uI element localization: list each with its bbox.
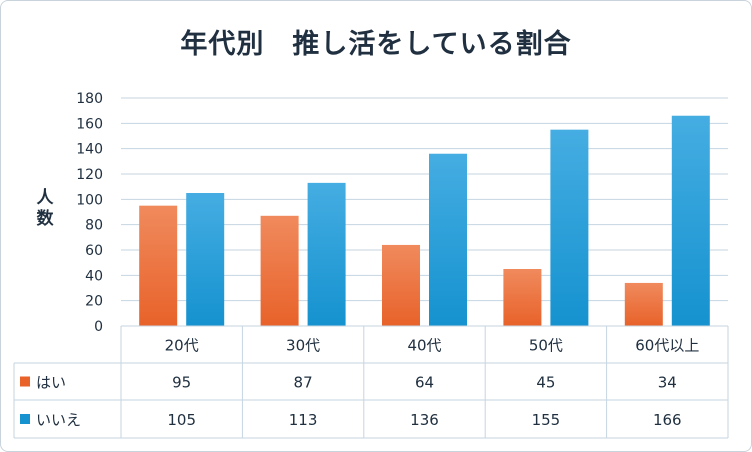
x-tick-label: 40代 (407, 337, 441, 355)
x-tick-label: 60代以上 (635, 337, 699, 355)
legend-label: はい (36, 374, 66, 392)
y-tick-label: 160 (76, 116, 103, 132)
y-tick-labels: 0 20 40 60 80 100 120 140 160 180 (76, 91, 103, 335)
bars (139, 115, 710, 326)
bar-hai (139, 205, 178, 326)
bar-iie (671, 115, 710, 326)
data-label: 45 (536, 374, 555, 392)
data-label: 113 (289, 411, 318, 429)
x-tick-label: 50代 (529, 337, 563, 355)
y-tick-label: 20 (85, 294, 103, 310)
bar-hai (503, 269, 542, 326)
y-tick-label: 140 (76, 142, 103, 158)
bar-hai (382, 244, 420, 326)
y-tick-label: 80 (85, 218, 103, 234)
data-label: 95 (172, 374, 191, 392)
bar-hai (260, 215, 299, 326)
data-label: 166 (653, 411, 682, 429)
x-tick-label: 20代 (165, 337, 199, 355)
chart-title: 年代別 推し活をしている割合 (180, 29, 572, 60)
bar-hai (624, 282, 663, 326)
data-label: 155 (532, 411, 561, 429)
legend-swatch (20, 414, 30, 424)
data-label: 105 (167, 411, 196, 429)
bar-iie (186, 193, 225, 326)
y-tick-label: 60 (85, 243, 103, 259)
data-label: 64 (415, 374, 434, 392)
y-axis-label: 人数 (36, 188, 54, 229)
y-tick-label: 0 (94, 319, 103, 335)
y-tick-label: 180 (76, 91, 103, 107)
y-tick-label: 100 (76, 192, 103, 208)
data-label: 87 (294, 374, 313, 392)
y-tick-label: 40 (85, 268, 103, 284)
y-tick-label: 120 (76, 167, 103, 183)
bar-iie (550, 129, 589, 326)
data-label: 34 (658, 374, 677, 392)
x-tick-label: 30代 (286, 337, 320, 355)
bar-iie (429, 153, 467, 326)
data-label: 136 (410, 411, 439, 429)
legend-label: いいえ (36, 411, 81, 429)
legend-swatch (20, 376, 30, 387)
bar-iie (307, 182, 346, 326)
